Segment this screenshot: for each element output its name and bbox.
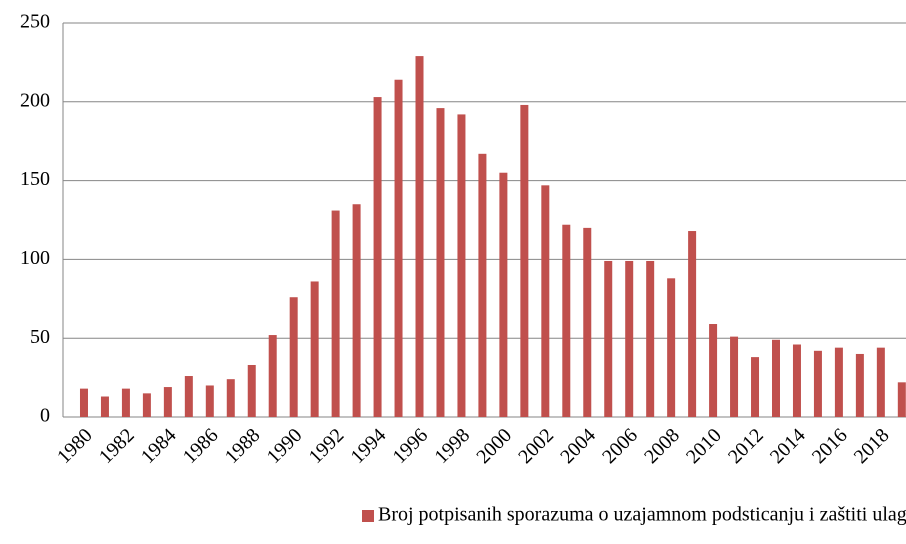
- x-tick-label: 1994: [347, 424, 391, 468]
- x-tick-label: 1998: [430, 424, 474, 468]
- bar: [184, 376, 193, 417]
- y-tick-label: 0: [40, 405, 50, 427]
- bar: [394, 79, 403, 418]
- x-tick-label: 1984: [137, 424, 181, 468]
- x-tick-label: 2002: [514, 424, 558, 468]
- bar: [709, 324, 718, 417]
- bar: [142, 393, 151, 417]
- bar: [625, 260, 634, 417]
- bar: [100, 396, 109, 417]
- bar: [730, 336, 739, 417]
- bar: [331, 210, 340, 417]
- x-tick-label: 2016: [808, 424, 852, 468]
- bar: [646, 260, 655, 417]
- bar: [792, 344, 801, 417]
- bar: [415, 56, 424, 417]
- x-tick-label: 2008: [640, 424, 684, 468]
- x-tick-label: 1996: [388, 424, 432, 468]
- y-tick-label: 100: [20, 247, 50, 269]
- bar: [121, 388, 130, 417]
- bar: [897, 382, 906, 417]
- bar: [226, 379, 235, 417]
- bar: [834, 347, 843, 417]
- bar: [667, 278, 676, 417]
- x-tick-label: 1990: [263, 424, 307, 468]
- bar: [541, 185, 550, 417]
- x-tick-label: 2014: [766, 424, 810, 468]
- x-tick-label: 1982: [95, 424, 139, 468]
- bar: [813, 350, 822, 417]
- x-tick-label: 2010: [682, 424, 726, 468]
- bar: [205, 385, 214, 417]
- x-tick-label: 1988: [221, 424, 265, 468]
- bar: [436, 108, 445, 417]
- bar: [520, 104, 529, 418]
- bar: [876, 347, 885, 417]
- legend-swatch: [362, 510, 374, 522]
- y-tick-label: 50: [30, 326, 50, 348]
- bar: [688, 231, 697, 417]
- bar: [771, 339, 780, 417]
- bar: [373, 97, 382, 418]
- bar: [457, 114, 466, 418]
- x-tick-label: 2012: [724, 424, 768, 468]
- bar: [247, 364, 256, 417]
- bar: [163, 387, 172, 417]
- bar: [604, 260, 613, 417]
- x-tick-label: 1992: [305, 424, 349, 468]
- bar: [751, 357, 760, 417]
- bar: [289, 297, 298, 417]
- x-tick-label: 1986: [179, 424, 223, 468]
- bar: [310, 281, 319, 417]
- bar: [499, 172, 508, 417]
- bar: [79, 388, 88, 417]
- bar: [268, 335, 277, 417]
- bar: [478, 153, 487, 418]
- bar: [352, 204, 361, 417]
- x-tick-label: 2000: [472, 424, 516, 468]
- bar: [583, 227, 592, 417]
- x-tick-label: 2006: [598, 424, 642, 468]
- x-tick-label: 2018: [850, 424, 894, 468]
- legend-label: Broj potpisanih sporazuma o uzajamnom po…: [378, 504, 906, 526]
- bar: [562, 224, 571, 417]
- y-tick-label: 200: [20, 89, 50, 111]
- bar: [855, 353, 864, 417]
- x-tick-label: 2004: [556, 424, 600, 468]
- y-tick-label: 150: [20, 168, 50, 190]
- x-tick-label: 1980: [53, 424, 97, 468]
- y-tick-label: 250: [20, 11, 50, 33]
